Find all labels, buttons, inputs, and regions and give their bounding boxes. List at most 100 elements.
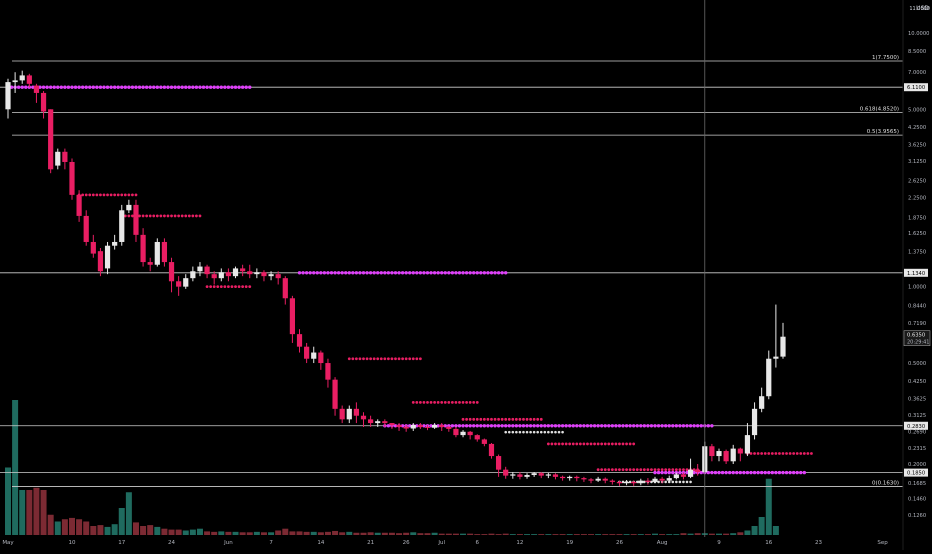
sar-dot bbox=[166, 85, 170, 89]
sar-dot bbox=[20, 85, 24, 89]
candle-body bbox=[680, 474, 687, 477]
time-axis[interactable]: May 10 17 24 Jun 7 14 21 26 Jul 6 12 19 26 Aug 9 16 23 Sep bbox=[0, 537, 903, 550]
candle-body bbox=[296, 334, 303, 347]
candles bbox=[5, 70, 786, 486]
sar-dot bbox=[642, 424, 647, 428]
sar-dot bbox=[571, 424, 575, 428]
sar-dot bbox=[685, 424, 689, 428]
candle-body bbox=[631, 481, 637, 484]
volume-bar bbox=[708, 533, 715, 535]
sar-dot bbox=[497, 417, 500, 421]
price-tick-label: 2.2500 bbox=[908, 195, 926, 201]
sar-dot bbox=[593, 442, 596, 446]
price-tick-label: 0.3625 bbox=[908, 396, 926, 402]
sar-dot bbox=[201, 85, 206, 89]
sar-dot bbox=[109, 193, 113, 197]
volume-bar bbox=[424, 533, 431, 535]
sar-dot bbox=[244, 285, 248, 289]
candle-body bbox=[48, 109, 54, 170]
candle-body bbox=[232, 268, 239, 277]
sar-dot bbox=[145, 214, 149, 218]
sar-dot bbox=[390, 357, 394, 361]
volume-bar bbox=[19, 490, 26, 535]
sar-dot bbox=[397, 357, 401, 361]
volume-bar bbox=[673, 534, 680, 535]
sar-dot bbox=[731, 470, 735, 475]
sar-dot bbox=[106, 193, 109, 197]
sar-dot bbox=[234, 285, 237, 289]
sar-dot bbox=[802, 452, 806, 455]
sar-dot bbox=[643, 480, 646, 484]
sar-dot bbox=[504, 424, 508, 428]
sar-dot bbox=[461, 417, 465, 421]
sar-dot bbox=[582, 442, 586, 446]
sar-dot bbox=[578, 424, 583, 428]
candle-body bbox=[154, 241, 160, 265]
time-tick-label: 26 bbox=[616, 540, 623, 546]
volume-bar bbox=[175, 529, 182, 535]
volume-bar bbox=[246, 532, 253, 535]
candle-body bbox=[488, 443, 495, 457]
level-labels: 1(7.7500) 0.618(4.8520) 0.5(3.9565) 0(0.163… bbox=[860, 55, 899, 487]
candle-body bbox=[240, 268, 246, 272]
volume-bar bbox=[417, 533, 424, 535]
sar-dot bbox=[493, 424, 497, 428]
sar-dot bbox=[173, 214, 177, 218]
candle-body bbox=[360, 415, 367, 420]
sar-dot bbox=[710, 424, 714, 428]
sar-dot bbox=[340, 271, 344, 275]
sar-dot bbox=[788, 470, 792, 475]
candle-body bbox=[183, 278, 189, 287]
volume-bar bbox=[516, 534, 523, 535]
sar-dot bbox=[404, 357, 408, 361]
sar-dot bbox=[529, 430, 532, 434]
sar-dot bbox=[628, 424, 632, 428]
sar-dot bbox=[810, 452, 813, 455]
sar-dot bbox=[369, 357, 373, 361]
sar-dot bbox=[429, 400, 433, 404]
sar-dot bbox=[212, 85, 216, 89]
volume-bar bbox=[474, 534, 481, 535]
sar-dot bbox=[657, 480, 660, 484]
time-tick-label: Aug bbox=[657, 540, 668, 546]
sar-dot bbox=[418, 400, 422, 404]
sar-dot bbox=[536, 430, 539, 434]
sar-dot bbox=[617, 424, 622, 428]
sar-dot bbox=[475, 417, 479, 421]
sar-dot bbox=[550, 424, 554, 428]
volume-bar bbox=[588, 534, 595, 535]
candle-body bbox=[424, 426, 431, 428]
candle-body bbox=[176, 281, 182, 287]
sar-dot bbox=[422, 400, 426, 404]
volume-bar bbox=[652, 533, 659, 535]
volume-bar bbox=[552, 534, 559, 535]
sar-dot bbox=[422, 424, 426, 428]
sar-dot bbox=[177, 214, 181, 218]
candle-body bbox=[161, 241, 168, 263]
candle-body bbox=[304, 346, 310, 359]
sar-dot bbox=[458, 400, 461, 404]
sar-dot bbox=[756, 452, 760, 455]
volume-bar bbox=[239, 532, 246, 535]
sar-dot bbox=[585, 424, 590, 428]
candle-body bbox=[581, 478, 587, 480]
price-tick-label: 0.1460 bbox=[908, 497, 926, 503]
sar-dot bbox=[496, 271, 501, 275]
sar-dot bbox=[63, 85, 67, 89]
sar-dot bbox=[642, 468, 646, 472]
sar-dot bbox=[130, 85, 135, 89]
sar-dot bbox=[596, 442, 600, 446]
candle-body bbox=[495, 456, 502, 470]
candle-body bbox=[12, 80, 18, 83]
sar-dot bbox=[195, 214, 198, 218]
sar-dot bbox=[528, 424, 533, 428]
volume-bar bbox=[360, 532, 367, 535]
candle-body bbox=[346, 408, 352, 420]
sar-dot bbox=[312, 271, 316, 275]
sar-dot bbox=[472, 417, 476, 421]
sar-dot bbox=[624, 424, 629, 428]
sar-dot bbox=[170, 214, 173, 218]
